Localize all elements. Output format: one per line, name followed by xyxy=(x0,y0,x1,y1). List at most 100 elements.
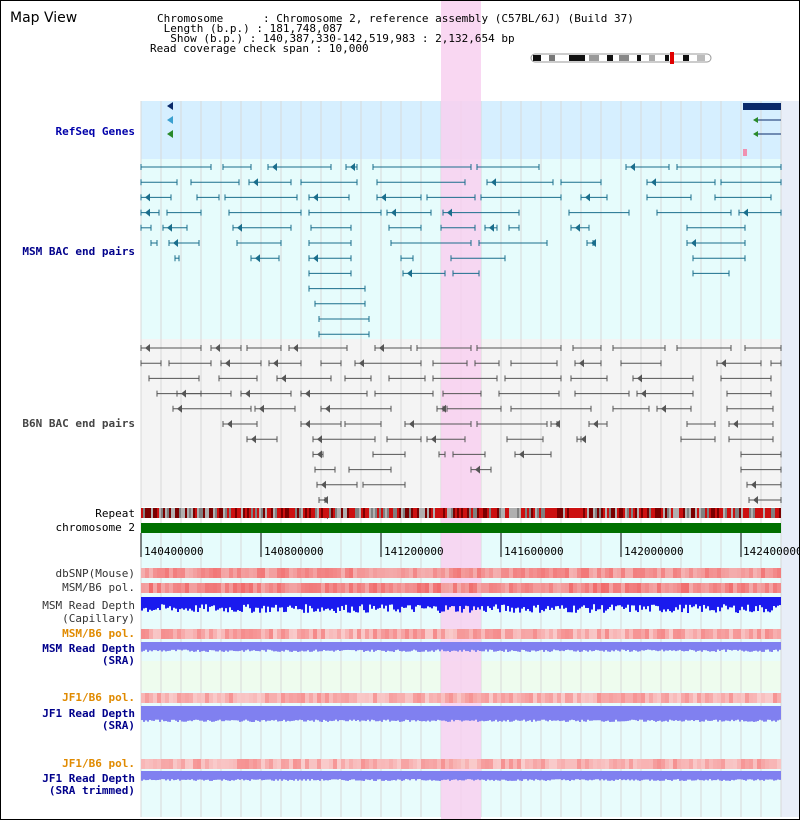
depth-bar xyxy=(349,771,351,781)
depth-bar xyxy=(753,597,755,612)
repeat-segment xyxy=(757,508,759,518)
repeat-segment xyxy=(701,508,703,518)
repeat-segment xyxy=(351,508,353,518)
depth-bar xyxy=(463,597,465,609)
heat-strip-cell xyxy=(697,693,701,703)
repeat-segment xyxy=(263,508,265,518)
depth-bar xyxy=(351,597,353,607)
heat-strip-cell xyxy=(517,693,521,703)
ideogram-band xyxy=(549,55,555,61)
depth-bar xyxy=(243,706,245,721)
heat-strip-cell xyxy=(701,629,705,639)
repeat-segment xyxy=(493,508,495,518)
show-info-row: Show (b.p.) : 140,387,330-142,519,983 : … xyxy=(170,32,515,45)
depth-bar xyxy=(439,706,441,721)
heat-strip-cell xyxy=(269,759,273,769)
axis-tick-label: 140400000 xyxy=(144,545,204,558)
depth-bar xyxy=(517,771,519,780)
depth-bar xyxy=(245,771,247,780)
depth-bar xyxy=(553,597,555,610)
repeat-segment xyxy=(623,508,625,518)
depth-bar xyxy=(605,597,607,611)
depth-bar xyxy=(177,597,179,612)
heat-strip-cell xyxy=(721,759,725,769)
repeat-segment xyxy=(239,508,241,518)
heat-strip-cell xyxy=(549,568,553,578)
msm-bac-pair-marker xyxy=(585,193,590,202)
depth-bar xyxy=(633,771,635,781)
depth-bar xyxy=(411,771,413,780)
depth-bar xyxy=(369,706,371,722)
repeat-segment xyxy=(487,508,489,518)
depth-bar xyxy=(425,706,427,722)
depth-bar xyxy=(647,706,649,721)
heat-strip-cell xyxy=(689,583,693,593)
depth-bar xyxy=(667,771,669,780)
depth-bar xyxy=(355,771,357,781)
heat-strip-cell xyxy=(653,568,657,578)
depth-bar xyxy=(563,642,565,652)
heat-strip-cell xyxy=(221,568,225,578)
repeat-segment xyxy=(291,508,293,518)
heat-strip-cell xyxy=(433,693,437,703)
heat-strip-cell xyxy=(361,568,365,578)
heat-strip-cell xyxy=(461,759,465,769)
heat-strip-cell xyxy=(569,759,573,769)
heat-strip-cell xyxy=(717,629,721,639)
heat-strip-cell xyxy=(257,693,261,703)
depth-bar xyxy=(655,771,657,781)
depth-bar xyxy=(251,771,253,780)
depth-bar xyxy=(199,642,201,652)
repeat-segment xyxy=(703,508,705,518)
repeat-segment xyxy=(165,508,167,518)
depth-bar xyxy=(235,597,237,612)
depth-bar xyxy=(315,642,317,650)
depth-bar xyxy=(451,706,453,720)
depth-bar xyxy=(275,771,277,780)
depth-bar xyxy=(679,771,681,781)
depth-bar xyxy=(547,706,549,722)
depth-bar xyxy=(619,642,621,652)
depth-bar xyxy=(551,771,553,780)
heat-strip-cell xyxy=(381,568,385,578)
b6n-bac-pair-marker xyxy=(323,496,328,504)
depth-bar xyxy=(209,771,211,781)
length-value: 181,748,087 xyxy=(269,22,343,35)
depth-bar xyxy=(435,771,437,781)
depth-bar xyxy=(713,597,715,611)
heat-strip-cell xyxy=(409,583,413,593)
heat-strip-cell xyxy=(489,568,493,578)
depth-bar xyxy=(141,706,143,721)
depth-bar xyxy=(379,706,381,721)
heat-strip-cell xyxy=(281,583,285,593)
depth-bar xyxy=(581,642,583,652)
depth-bar xyxy=(293,771,295,781)
heat-strip-cell xyxy=(737,568,741,578)
depth-bar xyxy=(369,642,371,652)
depth-bar xyxy=(607,597,609,610)
depth-bar xyxy=(623,706,625,722)
depth-bar xyxy=(549,642,551,652)
depth-bar xyxy=(541,597,543,611)
heat-strip-cell xyxy=(333,759,337,769)
heat-strip-cell xyxy=(713,693,717,703)
depth-bar xyxy=(479,771,481,781)
depth-bar xyxy=(437,597,439,611)
heat-strip-cell xyxy=(529,583,533,593)
repeat-segment xyxy=(523,508,525,518)
depth-bar xyxy=(211,771,213,781)
b6n-bac-pair-marker xyxy=(555,420,560,428)
depth-bar xyxy=(771,642,773,652)
depth-bar xyxy=(713,706,715,720)
depth-bar xyxy=(627,642,629,650)
depth-bar xyxy=(381,642,383,651)
depth-bar xyxy=(267,642,269,650)
depth-bar xyxy=(393,597,395,610)
depth-bar xyxy=(517,642,519,652)
depth-bar xyxy=(545,597,547,609)
depth-bar xyxy=(223,642,225,652)
depth-bar xyxy=(461,771,463,781)
depth-bar xyxy=(149,771,151,780)
heat-strip-cell xyxy=(385,693,389,703)
